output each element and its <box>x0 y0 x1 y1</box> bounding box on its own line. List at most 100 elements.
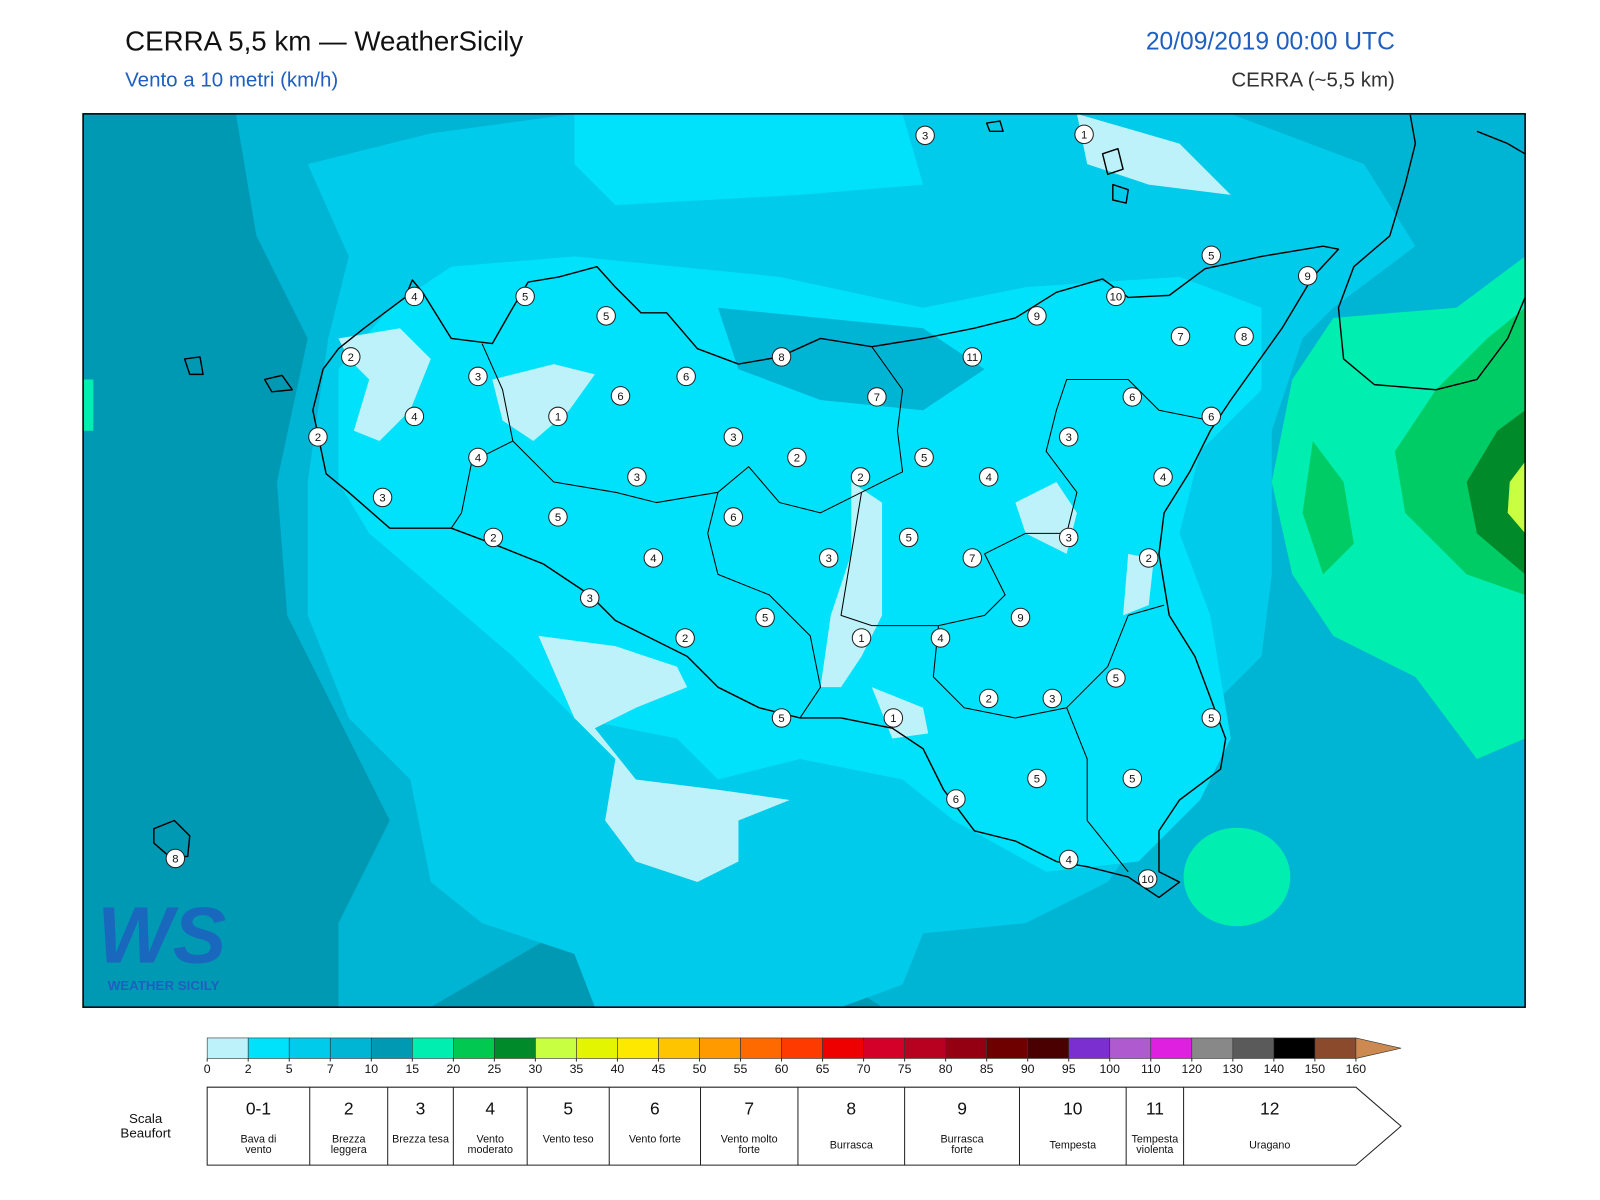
station-marker <box>341 347 361 367</box>
colorbar-tick-label: 40 <box>611 1062 625 1076</box>
field-band <box>574 113 924 206</box>
model: CERRA (~5,5 km) <box>1231 68 1394 91</box>
station-marker <box>165 848 186 869</box>
beaufort-name: Tempesta <box>1049 1139 1097 1152</box>
field-band <box>1076 113 1231 195</box>
station-value: 3 <box>379 492 385 504</box>
station-value: 5 <box>555 512 561 524</box>
station-marker <box>883 708 904 728</box>
station-value: 3 <box>475 371 481 383</box>
station-marker <box>1201 708 1222 728</box>
station-value: 6 <box>683 371 689 383</box>
beaufort-force: 6 <box>650 1098 660 1118</box>
colorbar-tick-label: 2 <box>245 1062 252 1076</box>
colorbar-swatch <box>945 1037 987 1059</box>
station-value: 3 <box>730 432 736 444</box>
calabria-coast <box>1476 130 1526 155</box>
beaufort-name: Vento teso <box>542 1133 594 1146</box>
station-value: 9 <box>1017 612 1023 624</box>
colorbar-tick-label: 10 <box>364 1062 378 1076</box>
station-marker <box>1042 688 1063 709</box>
station-value: 3 <box>634 472 640 484</box>
colorbar-tick-label: 30 <box>529 1062 543 1076</box>
colorbar-swatch <box>535 1037 577 1059</box>
calabria-coast <box>1337 114 1526 391</box>
colorbar-tick-label: 160 <box>1346 1062 1367 1076</box>
station-value: 5 <box>1208 250 1214 262</box>
station-marker <box>372 487 393 508</box>
station-value: 2 <box>857 472 863 484</box>
station-marker <box>755 607 775 628</box>
beaufort-force: 10 <box>1063 1098 1083 1118</box>
station-value: 5 <box>762 612 768 624</box>
colorbar-tick-label: 140 <box>1264 1062 1285 1076</box>
colorbar-tick-label: 85 <box>980 1062 994 1076</box>
station-marker <box>1122 387 1143 407</box>
station-marker <box>1106 286 1126 307</box>
station-value: 5 <box>778 713 784 725</box>
datetime: 20/09/2019 00:00 UTC <box>1146 29 1395 56</box>
beaufort-force: 2 <box>344 1098 354 1118</box>
province-border <box>450 343 1165 873</box>
station-value: 2 <box>315 432 321 444</box>
station-marker <box>946 789 966 809</box>
station-marker <box>675 628 695 648</box>
colorbar-extension <box>1355 1037 1402 1059</box>
colorbar-swatch <box>1150 1037 1193 1059</box>
station-value: 4 <box>650 553 656 565</box>
station-marker <box>404 286 425 307</box>
island <box>985 120 1004 132</box>
colorbar-swatch <box>1027 1037 1070 1059</box>
field-band <box>1123 553 1154 616</box>
station-marker <box>1106 668 1126 688</box>
station-marker <box>1201 245 1222 266</box>
station-value: 2 <box>794 452 800 464</box>
colorbar-tick-label: 120 <box>1182 1062 1203 1076</box>
station-value: 8 <box>172 853 178 865</box>
island <box>183 356 204 376</box>
station-value: 4 <box>411 291 417 303</box>
station-value: 4 <box>1066 854 1072 866</box>
colorbar: 0 2 5 7 10 15 20 25 30 35 40 45 50 55 60 65 70 75 80 85 90 95… <box>204 1037 1402 1076</box>
beaufort-scale: 0-1 2 3 4 5 6 7 8 9 10 11 12 <box>206 1086 1402 1166</box>
beaufort-name: Burrasca <box>829 1139 873 1152</box>
island <box>1101 147 1129 204</box>
station-value: 7 <box>1177 331 1183 343</box>
colorbar-tick-label: 55 <box>734 1062 748 1076</box>
colorbar-swatch <box>288 1037 331 1059</box>
station-value: 7 <box>969 553 975 565</box>
title: CERRA 5,5 km — WeatherSicily <box>125 25 523 56</box>
station-marker <box>1297 266 1318 286</box>
colorbar-tick-label: 25 <box>488 1062 502 1076</box>
field-band <box>492 364 595 442</box>
station-value: 5 <box>1034 773 1040 785</box>
station-value: 5 <box>603 311 609 323</box>
station-value: 6 <box>617 391 623 403</box>
colorbar-tick-label: 70 <box>857 1062 871 1076</box>
colorbar-swatch <box>1232 1037 1275 1059</box>
station-value: 11 <box>966 352 978 364</box>
beaufort-name: Uragano <box>1249 1139 1291 1152</box>
station-marker <box>483 527 504 548</box>
station-value: 10 <box>1110 291 1123 303</box>
colorbar-swatch <box>329 1037 372 1059</box>
colorbar-swatch <box>370 1037 413 1059</box>
station-marker <box>1234 326 1254 347</box>
station-value: 10 <box>1141 874 1154 886</box>
field-band <box>1183 827 1291 927</box>
beaufort-name: Vento moderato <box>467 1133 513 1156</box>
island <box>153 819 191 858</box>
station-value: 7 <box>874 392 880 404</box>
station-marker <box>579 588 600 608</box>
colorbar-tick-label: 90 <box>1021 1062 1035 1076</box>
field-band <box>1302 441 1354 575</box>
colorbar-swatch <box>658 1037 700 1059</box>
station-value: 8 <box>1241 331 1247 343</box>
colorbar-tick-label: 65 <box>816 1062 830 1076</box>
beaufort-force: 12 <box>1260 1098 1279 1118</box>
colorbar-tick-label: 100 <box>1099 1062 1120 1076</box>
station-marker <box>723 507 744 527</box>
station-marker <box>1153 467 1173 487</box>
colorbar-tick-label: 0 <box>204 1062 211 1076</box>
station-value: 1 <box>1081 129 1087 141</box>
